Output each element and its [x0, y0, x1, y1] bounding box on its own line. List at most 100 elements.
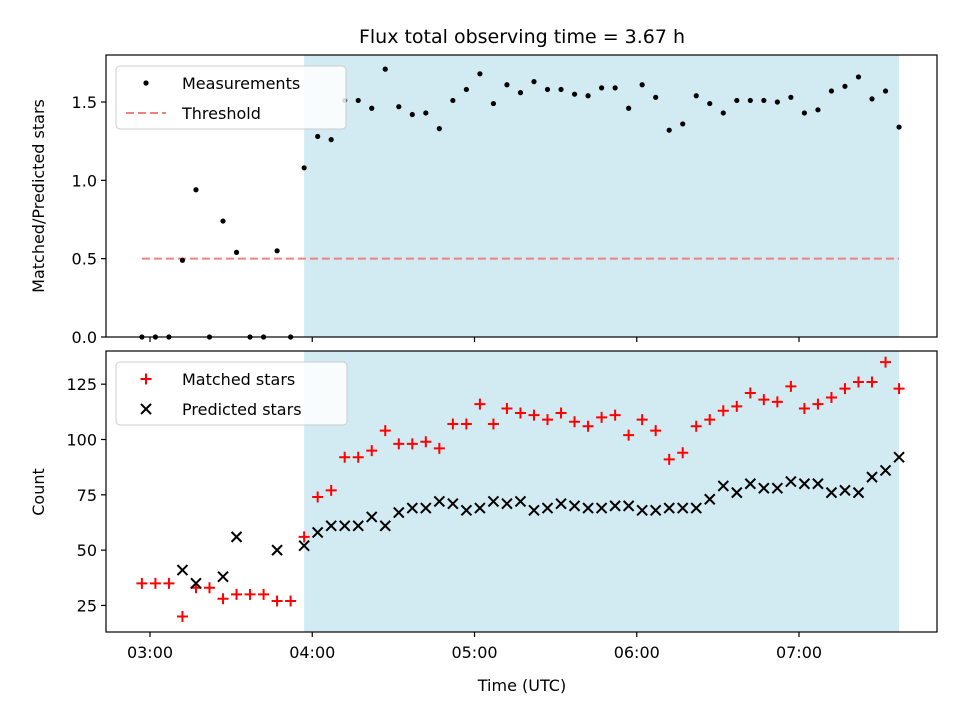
top-panel: 0.0 0.5 1.0 1.5 Matched/Predicted stars Meas…: [29, 54, 938, 347]
legend-matched-stars-label: Matched stars: [182, 370, 295, 389]
chart-title: Flux total observing time = 3.67 h: [359, 26, 685, 48]
measurements-point: [274, 248, 280, 254]
measurements-point: [882, 88, 889, 94]
legend-predicted-stars-swatch: [140, 403, 152, 415]
matched-stars-point: [704, 414, 716, 426]
legend-threshold-label: Threshold: [181, 104, 261, 123]
predicted-stars-point: [393, 506, 405, 519]
bottom-highlight-span: [304, 351, 900, 632]
matched-stars-point: [325, 484, 337, 496]
measurements-point: [801, 110, 808, 116]
measurements-point: [612, 85, 618, 91]
matched-stars-point: [596, 411, 608, 423]
measurements-point: [747, 97, 753, 104]
matched-stars-point: [312, 491, 324, 503]
top-highlight-span: [304, 55, 900, 337]
top-panel-background-layer: [304, 55, 900, 337]
matched-stars-point: [569, 416, 581, 428]
measurements-point: [598, 85, 605, 91]
measurements-point: [463, 86, 469, 93]
measurements-point: [531, 79, 537, 85]
matched-stars-point: [379, 425, 391, 437]
matched-stars-point: [663, 453, 675, 465]
predicted-stars-point: [649, 504, 662, 517]
matched-stars-point: [366, 445, 378, 457]
matched-stars-point: [231, 588, 243, 600]
measurements-point: [328, 137, 334, 143]
matched-stars-point: [271, 595, 283, 607]
matched-stars-point: [203, 582, 215, 594]
matched-stars-point: [501, 403, 513, 415]
measurements-point: [680, 121, 686, 127]
top-y-tick-label: 1.5: [72, 93, 97, 112]
predicted-stars-point: [420, 502, 432, 514]
predicted-stars-point: [677, 502, 689, 514]
predicted-stars-point: [704, 493, 716, 505]
matched-stars-point: [744, 387, 756, 399]
predicted-stars-point: [190, 577, 202, 590]
predicted-stars-point: [825, 486, 838, 499]
predicted-stars-point: [271, 544, 283, 556]
predicted-stars-point: [406, 502, 419, 514]
predicted-stars-point: [744, 478, 757, 490]
predicted-stars-point: [298, 540, 310, 552]
legend-matched-stars-swatch: [140, 373, 152, 385]
measurements-point: [761, 97, 767, 104]
matched-stars-point: [433, 442, 445, 454]
measurements-point: [517, 90, 524, 96]
predicted-stars-point: [487, 495, 500, 508]
matched-stars-point: [339, 451, 351, 463]
top-panel-axes-layer: 0.0 0.5 1.0 1.5 Matched/Predicted stars: [29, 54, 938, 347]
measurements-point: [477, 71, 483, 77]
measurements-point: [409, 111, 415, 118]
bottom-panel-axes-layer: 25 50 75 100 125 03:00 04:00 05:00 06:00 07:00 Cou…: [29, 350, 938, 662]
matched-stars-point: [528, 409, 540, 421]
predicted-stars-point: [352, 520, 364, 532]
measurements-point: [828, 88, 835, 94]
measurements-point: [504, 82, 510, 88]
bottom-legend-box: [115, 361, 348, 426]
measurements-point: [653, 94, 659, 100]
matched-stars-point: [352, 451, 364, 463]
top-legend-box: [115, 65, 347, 130]
predicted-stars-point: [338, 520, 351, 532]
predicted-stars-point: [609, 500, 621, 512]
matched-stars-point: [176, 611, 188, 623]
predicted-stars-point: [555, 497, 567, 510]
bottom-panel: 25 50 75 100 125 03:00 04:00 05:00 06:00 07:00 Cou…: [29, 350, 938, 662]
measurements-point: [734, 97, 740, 104]
matched-stars-point: [731, 400, 743, 412]
predicted-stars-point: [798, 478, 811, 490]
x-axis-label: Time (UTC): [477, 676, 566, 695]
matched-stars-point: [677, 447, 689, 459]
predicted-stars-point: [366, 511, 378, 523]
matched-stars-point: [514, 407, 526, 419]
matched-stars-point: [582, 420, 594, 432]
matched-stars-point: [393, 438, 405, 450]
legend-measurements-swatch: [143, 80, 149, 86]
predicted-stars-point: [176, 564, 189, 576]
predicted-stars-point: [528, 504, 540, 517]
predicted-stars-point: [460, 504, 473, 517]
measurements-point: [571, 91, 578, 97]
measurements-point: [436, 126, 442, 132]
measurements-point: [233, 249, 240, 255]
predicted-stars-point: [622, 500, 635, 512]
matched-stars-point: [893, 383, 905, 395]
matched-stars-point: [163, 577, 175, 589]
bottom-panel-background-layer: [304, 351, 900, 632]
matched-stars-point: [149, 577, 161, 589]
measurements-point: [896, 124, 902, 130]
measurements-point: [301, 165, 307, 171]
x-tick-label: 07:00: [776, 643, 822, 662]
matched-stars-point: [460, 418, 472, 430]
x-tick-label: 06:00: [614, 643, 660, 662]
matched-stars-point: [542, 414, 554, 426]
measurements-point: [707, 100, 713, 107]
predicted-stars-point: [893, 451, 905, 463]
matched-stars-point: [285, 595, 297, 607]
measurements-point: [544, 86, 551, 93]
predicted-stars-point: [717, 480, 729, 492]
matched-stars-point: [623, 429, 635, 441]
